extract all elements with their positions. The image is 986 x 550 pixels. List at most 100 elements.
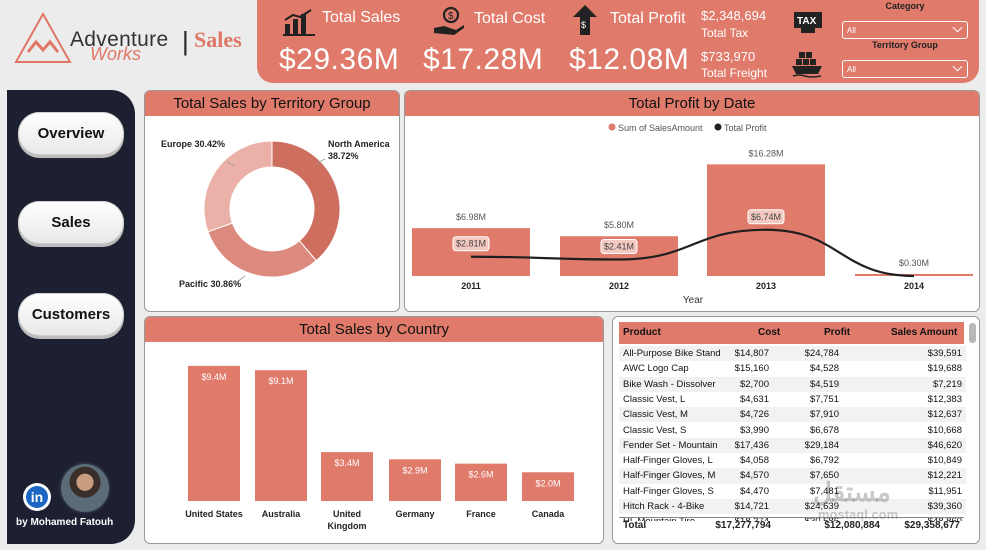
svg-text:$: $ [448,11,454,22]
legend-profit-label: Total Profit [724,123,767,133]
cell-profit: $6,678 [809,424,839,436]
cell-sales-amount: $46,620 [927,439,962,451]
total-freight-label: Total Freight [701,66,768,80]
cell-sales-amount: $39,591 [927,348,962,359]
cell-product: Classic Vest, S [623,424,687,436]
table-row[interactable]: Half-Finger Gloves, L $4,058 $6,792 $10,849 [619,453,966,469]
cell-sales-amount: $12,383 [927,393,962,405]
nav-sales-button[interactable]: Sales [18,201,124,244]
nav-overview-button[interactable]: Overview [18,112,124,155]
sales-data-label: $0.30M [899,258,929,268]
profit-label-bg [747,209,785,225]
table-header: Product Cost Profit Sales Amount [619,322,964,344]
chevron-down-icon [952,22,963,33]
table-row[interactable]: Half-Finger Gloves, S $4,470 $7,481 $11,951 [619,483,966,499]
category-slicer[interactable]: All [842,21,968,39]
table-row[interactable]: Classic Vest, L $4,631 $7,751 $12,383 [619,391,966,408]
sales-by-country-chart: $9.4M United States $9.1M Australia $3.4M Uni… [185,365,574,531]
legend-sales-swatch [608,123,616,131]
cell-sales-amount: $12,221 [927,470,962,482]
brand-name-bottom: Works [90,44,141,64]
country-bar-france[interactable] [455,463,507,501]
x-tick-label: Canada [532,509,566,519]
cell-profit: $7,751 [809,393,839,405]
col-header-profit[interactable]: Profit [824,327,851,338]
cell-cost: $4,058 [739,455,769,467]
cell-product: Hitch Rack - 4-Bike [623,501,705,512]
territory-group-slicer[interactable]: All [842,60,968,78]
donut-slice-pacific[interactable] [207,222,317,278]
donut-slice-north-america[interactable] [271,140,341,262]
linkedin-icon[interactable]: in [23,483,51,511]
table-row[interactable]: Classic Vest, S $3,990 $6,678 $10,668 [619,422,966,438]
cell-product: AWC Logo Cap [623,363,689,375]
country-data-label: $3.4M [334,458,359,468]
total-cost: $17,277,794 [715,520,771,531]
cell-profit: $24,784 [804,348,839,359]
table-row[interactable]: Hitch Rack - 4-Bike $14,721 $24,639 $39,360 [619,499,966,515]
country-bar-canada[interactable] [522,472,574,501]
table-row[interactable]: Classic Vest, M $4,726 $7,910 $12,637 [619,407,966,423]
table-body[interactable]: All-Purpose Bike Stand $14,807 $24,784 $39,… [613,346,979,521]
table-row[interactable]: Bike Wash - Dissolver $2,700 $4,519 $7,219 [619,376,966,392]
cell-profit: $7,910 [809,409,839,421]
sidebar: Overview Sales Customers in by Mohamed F… [7,90,135,544]
cell-sales-amount: $10,668 [927,424,962,436]
freight-ship-icon [792,52,822,78]
kpi-band: Total Sales $29.36M $ Total Cost $17.28M… [257,0,979,83]
tax-icon: TAX [794,12,822,33]
table-row[interactable]: All-Purpose Bike Stand $14,807 $24,784 $39,… [619,346,966,362]
profit-data-label: $2.81M [456,239,486,249]
cell-product: Fender Set - Mountain [623,439,718,451]
cell-sales-amount: $39,360 [927,501,962,512]
col-header-cost[interactable]: Cost [758,327,781,338]
col-header-sales-amount[interactable]: Sales Amount [891,327,958,338]
territory-slicer-value: All [847,65,856,74]
x-tick-label: United [333,509,361,519]
brand-name-top: Adventure [70,28,169,51]
cell-product: HL Mountain Tire [623,516,695,521]
x-tick-label: 2014 [904,281,924,291]
territory-donut-panel: Total Sales by Territory Group North Ame… [144,90,400,312]
cell-profit: $7,650 [809,470,839,482]
profit-by-date-panel: Total Profit by Date Sum of SalesAmount … [404,90,980,312]
cell-product: Classic Vest, L [623,393,686,405]
profit-label-bg [600,238,638,254]
sales-data-label: $16.28M [748,148,783,158]
donut-slice-europe[interactable] [203,140,273,233]
total-profit-value: $12.08M [569,43,690,76]
svg-text:TAX: TAX [797,16,817,27]
cell-product: Half-Finger Gloves, M [623,470,716,482]
table-row[interactable]: AWC Logo Cap $15,160 $4,528 $19,688 [619,361,966,377]
donut-label-europe: Europe 30.42% [161,139,225,149]
x-tick-label: Germany [395,509,434,519]
total-sales-value: $29.36M [279,43,400,76]
bar-chart-icon [283,9,315,36]
cell-cost: $4,726 [739,409,769,421]
col-header-product[interactable]: Product [623,327,661,338]
legend-sales-label: Sum of SalesAmount [618,123,703,133]
adventure-works-logo-icon [14,12,72,63]
x-tick-label: Kingdom [328,521,367,531]
donut-label-pacific: Pacific 30.86% [179,279,241,289]
profit-arrow-icon: $ [573,5,597,35]
cell-profit: $30,586 [805,516,839,521]
x-tick-label: 2012 [609,281,629,291]
country-bar-united-states[interactable] [188,365,240,501]
legend-profit-swatch [714,123,722,131]
watermark-latin: mostaql.com [818,507,899,522]
country-bar-united-kingdom[interactable] [321,452,373,501]
product-table-panel: Product Cost Profit Sales Amount All-Pur… [612,316,980,544]
cell-sales-amount: $11,951 [928,485,962,497]
table-row[interactable]: Fender Set - Mountain $17,436 $29,184 $46,6… [619,437,966,454]
x-tick-label: 2013 [756,281,776,291]
nav-customers-button[interactable]: Customers [18,293,124,336]
profit-by-date-chart: Sum of SalesAmount Total Profit $6.98M 20… [412,123,973,306]
cell-cost: $4,470 [739,485,769,497]
country-bar-australia[interactable] [255,370,307,501]
country-bar-germany[interactable] [389,459,441,501]
cell-profit: $24,639 [804,501,839,512]
table-scrollbar[interactable] [969,323,976,343]
sales-bar-2011[interactable] [412,228,530,276]
table-row[interactable]: Half-Finger Gloves, M $4,570 $7,650 $12,221 [619,468,966,484]
